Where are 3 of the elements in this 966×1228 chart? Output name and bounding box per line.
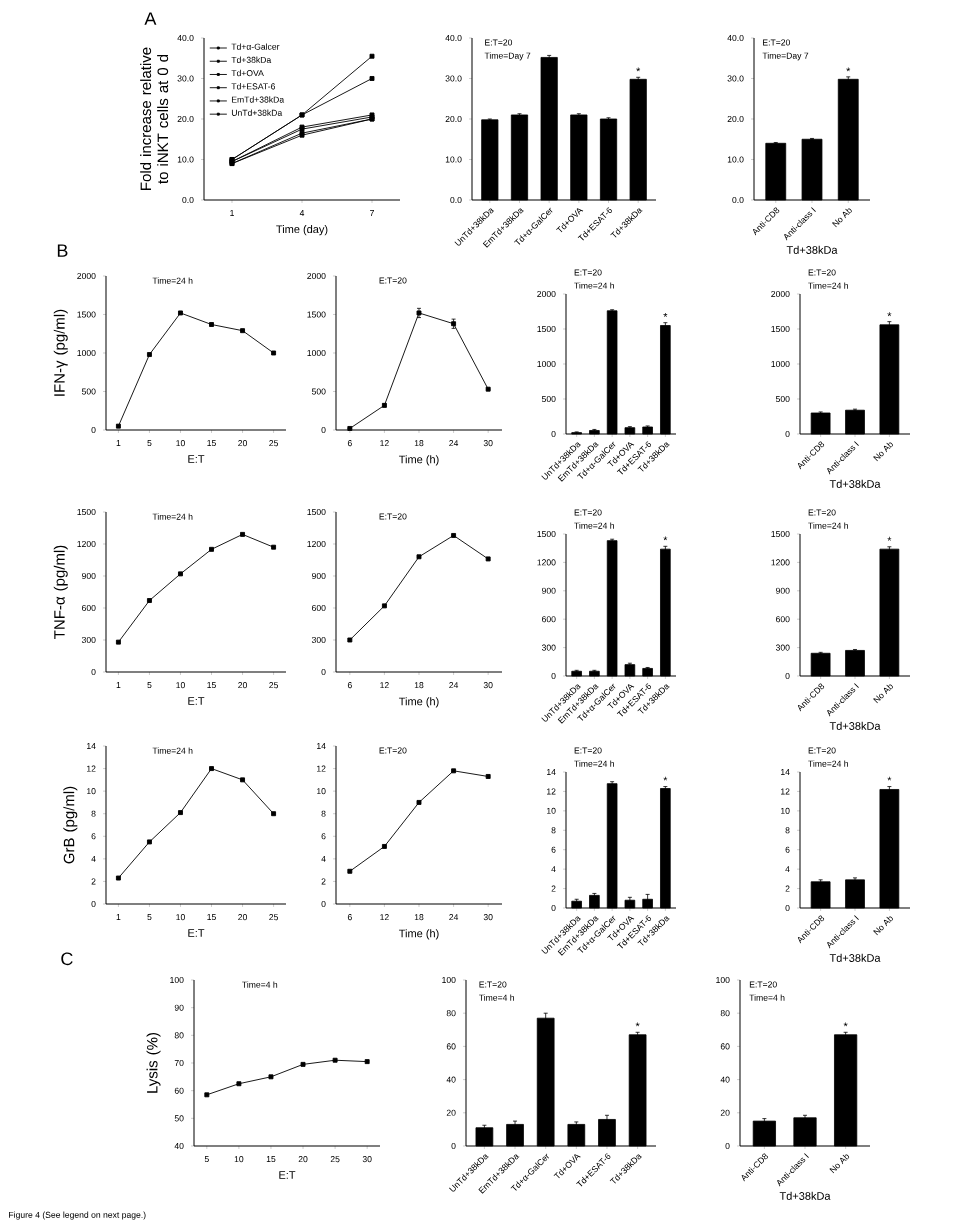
chart-title: C <box>61 952 73 966</box>
chart-title: A <box>144 12 157 25</box>
chart-title: B <box>57 244 68 257</box>
